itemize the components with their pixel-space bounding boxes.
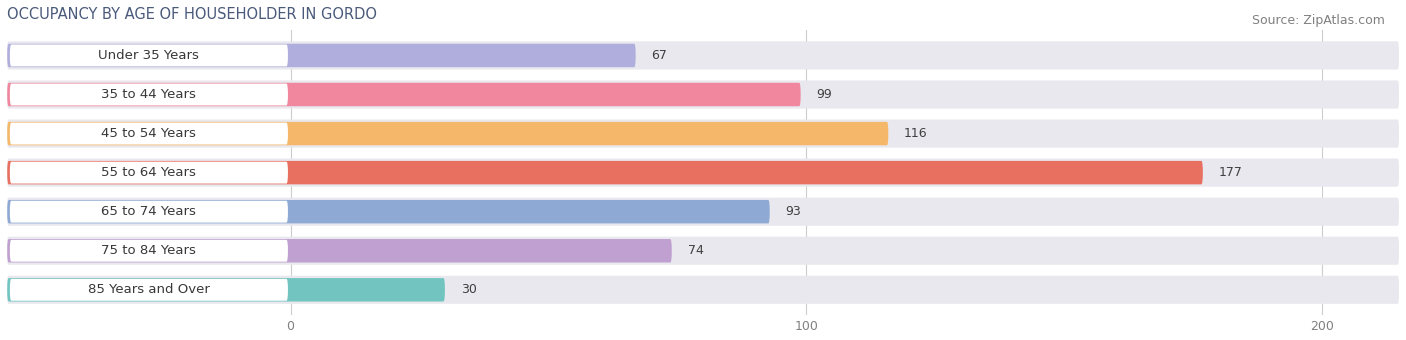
Text: 177: 177	[1219, 166, 1243, 179]
Text: 67: 67	[651, 49, 668, 62]
FancyBboxPatch shape	[7, 276, 1399, 304]
FancyBboxPatch shape	[10, 279, 288, 301]
FancyBboxPatch shape	[10, 84, 288, 105]
FancyBboxPatch shape	[7, 44, 636, 67]
FancyBboxPatch shape	[7, 41, 1399, 69]
FancyBboxPatch shape	[10, 201, 288, 223]
Text: 65 to 74 Years: 65 to 74 Years	[101, 205, 197, 218]
FancyBboxPatch shape	[10, 45, 288, 66]
Text: Under 35 Years: Under 35 Years	[98, 49, 200, 62]
FancyBboxPatch shape	[10, 123, 288, 144]
FancyBboxPatch shape	[7, 278, 444, 302]
Text: 30: 30	[461, 283, 477, 296]
Text: Source: ZipAtlas.com: Source: ZipAtlas.com	[1251, 14, 1385, 27]
FancyBboxPatch shape	[7, 83, 800, 106]
FancyBboxPatch shape	[7, 200, 769, 223]
FancyBboxPatch shape	[7, 161, 1202, 184]
Text: 45 to 54 Years: 45 to 54 Years	[101, 127, 197, 140]
FancyBboxPatch shape	[7, 119, 1399, 148]
FancyBboxPatch shape	[7, 81, 1399, 108]
Text: OCCUPANCY BY AGE OF HOUSEHOLDER IN GORDO: OCCUPANCY BY AGE OF HOUSEHOLDER IN GORDO	[7, 7, 377, 22]
Text: 75 to 84 Years: 75 to 84 Years	[101, 244, 197, 257]
FancyBboxPatch shape	[10, 240, 288, 262]
FancyBboxPatch shape	[7, 237, 1399, 265]
Text: 93: 93	[786, 205, 801, 218]
FancyBboxPatch shape	[7, 158, 1399, 187]
Text: 85 Years and Over: 85 Years and Over	[89, 283, 209, 296]
FancyBboxPatch shape	[7, 122, 889, 145]
FancyBboxPatch shape	[7, 198, 1399, 226]
FancyBboxPatch shape	[7, 239, 672, 262]
Text: 74: 74	[688, 244, 703, 257]
FancyBboxPatch shape	[10, 162, 288, 184]
Text: 99: 99	[817, 88, 832, 101]
Text: 55 to 64 Years: 55 to 64 Years	[101, 166, 197, 179]
Text: 35 to 44 Years: 35 to 44 Years	[101, 88, 197, 101]
Text: 116: 116	[904, 127, 928, 140]
